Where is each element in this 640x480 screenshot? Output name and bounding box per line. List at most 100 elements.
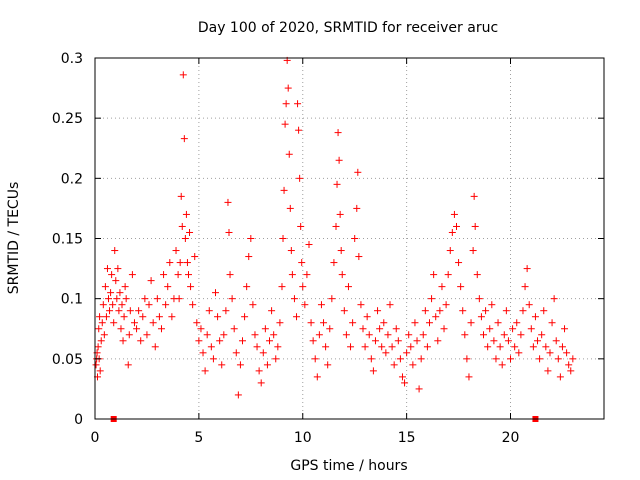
chart-title: Day 100 of 2020, SRMTID for receiver aru… <box>198 20 498 36</box>
data-point <box>320 319 328 327</box>
data-point <box>259 349 267 357</box>
data-point <box>548 319 556 327</box>
data-point <box>361 343 369 351</box>
data-point <box>344 283 352 291</box>
data-point <box>226 271 234 279</box>
data-point <box>249 301 257 309</box>
data-point <box>168 313 176 321</box>
data-point <box>521 283 529 291</box>
data-point <box>490 337 498 345</box>
data-point <box>270 331 278 339</box>
data-point <box>380 319 388 327</box>
data-point <box>351 235 359 242</box>
data-point <box>303 271 311 279</box>
data-point <box>519 307 527 315</box>
data-point <box>455 259 463 267</box>
data-point <box>363 313 371 321</box>
data-point <box>177 192 185 200</box>
data-point <box>430 271 438 279</box>
data-point <box>470 192 478 200</box>
y-tick-label: 0.3 <box>61 51 83 67</box>
data-point <box>243 283 251 291</box>
data-point <box>540 307 548 315</box>
data-point <box>187 283 195 291</box>
data-point <box>442 301 450 309</box>
data-point <box>392 325 400 333</box>
data-point <box>122 295 130 303</box>
data-point <box>333 180 341 188</box>
data-point <box>394 337 402 345</box>
y-tick-label: 0.05 <box>52 352 83 368</box>
data-point <box>296 174 304 182</box>
data-point <box>293 313 301 321</box>
data-point <box>457 283 465 291</box>
data-point <box>286 204 294 212</box>
data-point <box>225 228 233 236</box>
data-point <box>330 259 338 267</box>
data-point <box>386 301 394 309</box>
data-point <box>313 373 321 381</box>
y-axis-label: SRMTID / TECUs <box>6 182 22 295</box>
data-point <box>463 355 471 363</box>
data-point <box>355 253 363 261</box>
data-point <box>328 295 336 303</box>
data-point <box>106 307 114 315</box>
data-point <box>164 283 172 291</box>
data-point <box>299 283 307 291</box>
data-point <box>365 331 373 339</box>
data-point <box>279 235 287 242</box>
data-point <box>536 355 544 363</box>
data-point <box>376 325 384 333</box>
data-point <box>337 247 345 255</box>
data-point <box>369 367 377 375</box>
data-point <box>118 301 126 309</box>
data-point <box>311 355 319 363</box>
data-point <box>413 337 421 345</box>
data-point <box>480 331 488 339</box>
data-point <box>409 361 417 369</box>
data-point <box>116 289 124 297</box>
data-point <box>477 313 485 321</box>
data-point <box>290 295 298 303</box>
data-point <box>128 271 136 279</box>
data-point <box>378 343 386 351</box>
data-point <box>534 337 542 345</box>
data-point <box>135 307 143 315</box>
data-point <box>390 361 398 369</box>
data-point <box>411 319 419 327</box>
data-point <box>175 295 183 303</box>
data-point <box>197 325 205 333</box>
data-point <box>546 349 554 357</box>
data-point <box>335 156 343 164</box>
data-point <box>234 391 242 399</box>
data-point <box>294 100 302 108</box>
data-point <box>261 325 269 333</box>
data-point <box>403 349 411 357</box>
data-point <box>473 271 481 279</box>
data-point <box>492 355 500 363</box>
data-point <box>241 313 249 321</box>
data-point <box>253 343 261 351</box>
data-point <box>211 289 219 297</box>
y-tick-label: 0 <box>74 412 83 428</box>
data-point <box>556 373 564 381</box>
data-point <box>205 307 213 315</box>
data-point <box>552 337 560 345</box>
data-point <box>287 247 295 255</box>
data-point <box>561 325 569 333</box>
data-point <box>193 319 201 327</box>
data-point <box>178 222 186 230</box>
data-point <box>272 355 280 363</box>
data-point <box>419 331 427 339</box>
y-tick-label: 0.25 <box>52 111 83 127</box>
data-point <box>113 295 121 303</box>
data-point <box>214 313 222 321</box>
data-point <box>109 301 117 309</box>
data-point <box>513 319 521 327</box>
data-point <box>407 343 415 351</box>
data-point <box>529 343 537 351</box>
data-point <box>309 337 317 345</box>
y-tick-label: 0.1 <box>61 292 83 308</box>
data-point <box>96 367 104 375</box>
